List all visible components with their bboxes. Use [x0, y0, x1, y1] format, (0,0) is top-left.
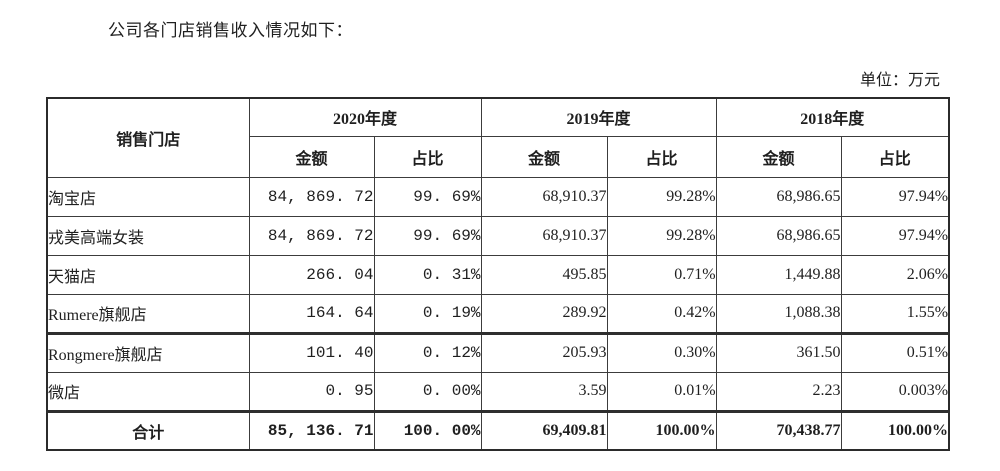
ratio-header-2020: 占比	[373, 135, 482, 178]
amount-cell-2020: 84, 869. 72	[248, 176, 375, 217]
table-header-years-row: 销售门店 2020年度 2019年度 2018年度	[46, 97, 950, 178]
ratio-cell-2020: 99. 69%	[373, 215, 482, 256]
amount-cell-2020: 85, 136. 71	[248, 409, 375, 451]
table-row-rongmere-flagship: Rongmere旗舰店 101. 40 0. 12% 205.93 0.30% …	[46, 331, 950, 373]
amount-cell-2018: 1,449.88	[715, 254, 842, 295]
amount-cell-2020: 164. 64	[248, 293, 375, 334]
table-row-taobao: 淘宝店 84, 869. 72 99. 69% 68,910.37 99.28%…	[46, 176, 950, 217]
ratio-cell-2018: 97.94%	[840, 215, 950, 256]
ratio-cell-2019: 99.28%	[606, 176, 717, 217]
ratio-cell-2019: 0.42%	[606, 293, 717, 334]
amount-cell-2018: 1,088.38	[715, 293, 842, 334]
amount-cell-2019: 68,910.37	[480, 215, 608, 256]
amount-cell-2018: 361.50	[715, 331, 842, 373]
amount-cell-2019: 3.59	[480, 371, 608, 412]
ratio-cell-2018: 97.94%	[840, 176, 950, 217]
amount-cell-2020: 101. 40	[248, 331, 375, 373]
ratio-cell-2018: 2.06%	[840, 254, 950, 295]
table-row-rumere-flagship: Rumere旗舰店 164. 64 0. 19% 289.92 0.42% 1,…	[46, 293, 950, 334]
amount-header-2018: 金额	[715, 135, 842, 178]
ratio-cell-2020: 0. 12%	[373, 331, 482, 373]
ratio-cell-2018: 0.003%	[840, 371, 950, 412]
ratio-cell-2019: 0.71%	[606, 254, 717, 295]
ratio-cell-2020: 0. 19%	[373, 293, 482, 334]
amount-cell-2019: 68,910.37	[480, 176, 608, 217]
amount-cell-2018: 68,986.65	[715, 176, 842, 217]
year-header-2019: 2019年度	[480, 97, 717, 137]
store-name-cell: Rumere旗舰店	[46, 293, 250, 334]
ratio-cell-2018: 100.00%	[840, 409, 950, 451]
table-row-total: 合计 85, 136. 71 100. 00% 69,409.81 100.00…	[46, 409, 950, 451]
ratio-cell-2020: 0. 31%	[373, 254, 482, 295]
store-name-cell: Rongmere旗舰店	[46, 331, 250, 373]
ratio-cell-2019: 0.01%	[606, 371, 717, 412]
table-row-tmall: 天猫店 266. 04 0. 31% 495.85 0.71% 1,449.88…	[46, 254, 950, 295]
amount-header-2020: 金额	[248, 135, 375, 178]
ratio-cell-2018: 0.51%	[840, 331, 950, 373]
ratio-header-2018: 占比	[840, 135, 950, 178]
unit-label: 单位：万元	[859, 72, 940, 89]
store-name-cell: 天猫店	[46, 254, 250, 295]
amount-cell-2019: 205.93	[480, 331, 608, 373]
ratio-cell-2019: 100.00%	[606, 409, 717, 451]
ratio-cell-2018: 1.55%	[840, 293, 950, 334]
amount-cell-2018: 70,438.77	[715, 409, 842, 451]
amount-cell-2019: 289.92	[480, 293, 608, 334]
store-column-header: 销售门店	[46, 97, 250, 178]
amount-cell-2020: 266. 04	[248, 254, 375, 295]
total-label-cell: 合计	[46, 409, 250, 451]
amount-cell-2019: 69,409.81	[480, 409, 608, 451]
ratio-cell-2019: 0.30%	[606, 331, 717, 373]
amount-header-2019: 金额	[480, 135, 608, 178]
amount-cell-2018: 68,986.65	[715, 215, 842, 256]
table-header-measures-row: 金额 占比 金额 占比 金额 占比	[47, 135, 950, 178]
amount-cell-2019: 495.85	[480, 254, 608, 295]
ratio-cell-2020: 100. 00%	[373, 409, 482, 451]
store-name-cell: 微店	[46, 371, 250, 412]
store-sales-table: 销售门店 2020年度 2019年度 2018年度 金额 占比 金额 占比 金额…	[46, 97, 951, 451]
amount-cell-2018: 2.23	[715, 371, 842, 412]
amount-cell-2020: 84, 869. 72	[248, 215, 375, 256]
ratio-cell-2020: 0. 00%	[373, 371, 482, 412]
table-row-weidian: 微店 0. 95 0. 00% 3.59 0.01% 2.23 0.003%	[46, 371, 950, 412]
store-name-cell: 戎美高端女装	[46, 215, 250, 256]
ratio-header-2019: 占比	[606, 135, 717, 178]
store-name-cell: 淘宝店	[46, 176, 250, 217]
ratio-cell-2019: 99.28%	[606, 215, 717, 256]
ratio-cell-2020: 99. 69%	[373, 176, 482, 217]
year-header-2020: 2020年度	[248, 97, 482, 137]
year-header-2018: 2018年度	[715, 97, 950, 137]
table-row-rongmei-women: 戎美高端女装 84, 869. 72 99. 69% 68,910.37 99.…	[46, 215, 950, 256]
amount-cell-2020: 0. 95	[248, 371, 375, 412]
document-title: 公司各门店销售收入情况如下：	[108, 21, 353, 40]
